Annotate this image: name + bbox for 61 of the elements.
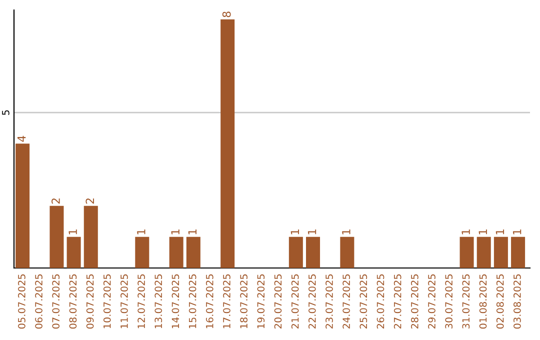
- x-tick-label: 31.07.2025: [462, 274, 470, 328]
- data-label: 8: [222, 12, 231, 18]
- x-tick-label: 28.07.2025: [410, 274, 418, 329]
- x-tick-label: 11.07.2025: [120, 274, 128, 328]
- data-label: 1: [462, 229, 470, 234]
- data-label: 1: [478, 229, 487, 234]
- data-label: 1: [171, 229, 180, 234]
- bar: [306, 236, 320, 268]
- bar: [186, 236, 200, 268]
- bar: [511, 236, 526, 268]
- x-tick-label: 26.07.2025: [376, 274, 384, 329]
- x-tick-label: 08.07.2025: [69, 274, 77, 329]
- x-tick-label: 10.07.2025: [103, 274, 111, 328]
- x-tick-label: 22.07.2025: [308, 274, 316, 329]
- x-tick-label: 03.08.2025: [514, 274, 521, 329]
- x-tick-label: 20.07.2025: [274, 274, 282, 329]
- data-label: 1: [290, 229, 299, 234]
- data-label: 1: [308, 229, 316, 234]
- x-tick-label: 19.07.2025: [257, 274, 265, 328]
- x-tick-label: 23.07.2025: [326, 274, 333, 329]
- x-tick-label: 09.07.2025: [86, 274, 94, 329]
- x-tick-label: 07.07.2025: [52, 274, 60, 329]
- x-tick-label: 14.07.2025: [172, 274, 180, 328]
- x-tick-label: 12.07.2025: [138, 274, 145, 328]
- x-tick-label: 25.07.2025: [360, 274, 368, 329]
- bar: [135, 236, 150, 268]
- bar: [50, 206, 64, 268]
- x-tick-label: 30.07.2025: [445, 274, 453, 328]
- bar: [16, 144, 30, 268]
- bar: [220, 19, 235, 268]
- x-tick-label: 18.07.2025: [240, 274, 248, 328]
- data-label: 1: [68, 229, 77, 234]
- y-tick-label: 5: [2, 110, 10, 115]
- x-tick-label: 15.07.2025: [188, 274, 196, 328]
- x-tick-label: 13.07.2025: [154, 274, 162, 328]
- bar: [66, 236, 81, 268]
- x-tick-label: 21.07.2025: [291, 274, 299, 329]
- data-label: 2: [52, 198, 60, 204]
- x-tick-label: 17.07.2025: [223, 274, 230, 328]
- bar: [84, 206, 98, 268]
- data-label: 1: [513, 229, 522, 234]
- data-label: 1: [496, 229, 504, 234]
- x-tick-label: 02.08.2025: [496, 274, 504, 329]
- bar: [288, 236, 303, 268]
- data-label: 2: [86, 198, 94, 204]
- x-tick-label: 29.07.2025: [428, 274, 436, 329]
- bar: [169, 236, 184, 268]
- data-label: 4: [18, 136, 26, 142]
- bar: [340, 236, 354, 268]
- x-tick-label: 16.07.2025: [206, 274, 214, 328]
- x-tick-label: 24.07.2025: [342, 274, 350, 329]
- x-tick-label: 27.07.2025: [394, 274, 402, 329]
- bar: [460, 236, 474, 268]
- data-label: 1: [342, 229, 350, 234]
- bar: [476, 236, 491, 268]
- x-tick-label: 05.07.2025: [18, 274, 26, 329]
- data-label: 1: [188, 229, 196, 234]
- x-tick-label: 01.08.2025: [479, 274, 487, 329]
- x-tick-label: 06.07.2025: [35, 274, 42, 329]
- data-label: 1: [137, 229, 146, 234]
- bar: [494, 236, 508, 268]
